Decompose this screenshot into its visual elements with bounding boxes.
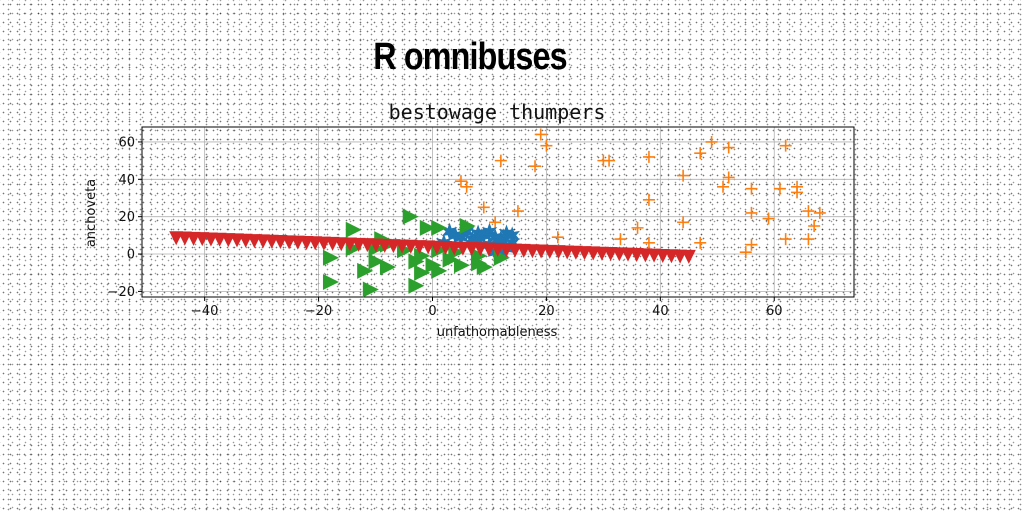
- data-point: [745, 238, 758, 251]
- data-point: [779, 139, 792, 152]
- data-point: [489, 216, 502, 229]
- data-point: [504, 233, 520, 252]
- figure-title: R omnibuses: [373, 36, 567, 78]
- data-point: [534, 128, 547, 141]
- data-point: [603, 154, 616, 167]
- data-point: [322, 274, 339, 291]
- data-point: [481, 222, 498, 241]
- data-point: [694, 147, 707, 160]
- data-point: [453, 228, 469, 247]
- data-point: [511, 205, 524, 218]
- data-point: [540, 139, 553, 152]
- data-point: [459, 218, 476, 235]
- data-point: [802, 233, 815, 246]
- y-tick-label: 40: [118, 173, 135, 188]
- data-point: [779, 233, 792, 246]
- data-point: [431, 262, 448, 279]
- data-points: [169, 128, 826, 298]
- data-point: [414, 264, 431, 281]
- data-point: [494, 154, 507, 167]
- x-axis-label: unfathomableness: [437, 325, 558, 340]
- data-point: [722, 141, 735, 154]
- data-point: [419, 219, 436, 236]
- data-point: [470, 232, 486, 250]
- data-point: [431, 219, 448, 236]
- grid: [142, 127, 854, 297]
- data-point: [745, 206, 758, 219]
- data-point: [402, 208, 419, 225]
- data-point: [762, 212, 775, 225]
- chart-title: bestowage thumpers: [389, 100, 606, 124]
- data-point: [368, 253, 385, 270]
- data-point: [322, 249, 339, 266]
- data-point: [802, 205, 815, 218]
- data-point: [677, 216, 690, 229]
- y-tick-label: 60: [118, 135, 135, 150]
- data-point: [631, 221, 644, 234]
- x-tick-label: −20: [305, 304, 332, 319]
- data-point: [493, 233, 509, 252]
- data-point: [357, 262, 374, 279]
- data-point: [722, 171, 735, 184]
- data-point: [529, 160, 542, 173]
- data-point: [614, 233, 627, 246]
- data-point: [642, 236, 655, 249]
- data-point: [739, 246, 752, 259]
- x-tick-label: 20: [538, 304, 555, 319]
- data-point: [745, 182, 758, 195]
- data-point: [345, 221, 362, 238]
- data-point: [362, 281, 379, 298]
- data-point: [442, 251, 459, 268]
- data-point: [716, 180, 729, 193]
- y-tick-label: −20: [108, 285, 135, 300]
- data-point: [408, 277, 425, 294]
- plot-frame: [141, 126, 855, 298]
- data-point: [487, 228, 503, 247]
- data-point: [471, 255, 488, 272]
- data-point: [447, 226, 464, 245]
- data-point: [477, 201, 490, 214]
- data-point: [458, 222, 475, 241]
- data-point: [551, 231, 564, 244]
- data-point: [642, 150, 655, 163]
- data-point: [460, 180, 473, 193]
- x-tick-label: 60: [766, 304, 783, 319]
- x-tick-label: 40: [652, 304, 669, 319]
- data-point: [408, 253, 425, 270]
- axis-ticks: −40 −20 0 20 40 60 −20 0 20 40 60: [108, 135, 783, 319]
- data-point: [453, 257, 470, 274]
- y-tick-label: 0: [127, 248, 135, 263]
- y-axis-label: anchoveta: [84, 179, 99, 247]
- data-point: [813, 206, 826, 219]
- data-point: [773, 182, 786, 195]
- y-tick-label: 20: [118, 210, 135, 225]
- data-point: [791, 186, 804, 199]
- data-point: [705, 135, 718, 148]
- data-point: [642, 193, 655, 206]
- data-point: [677, 169, 690, 182]
- data-point: [808, 220, 821, 233]
- data-point: [694, 236, 707, 249]
- data-point: [681, 249, 696, 264]
- data-point: [464, 230, 481, 249]
- x-tick-label: 0: [428, 304, 436, 319]
- data-point: [454, 175, 467, 188]
- x-tick-label: −40: [191, 304, 218, 319]
- data-point: [379, 259, 396, 276]
- data-point: [498, 224, 515, 243]
